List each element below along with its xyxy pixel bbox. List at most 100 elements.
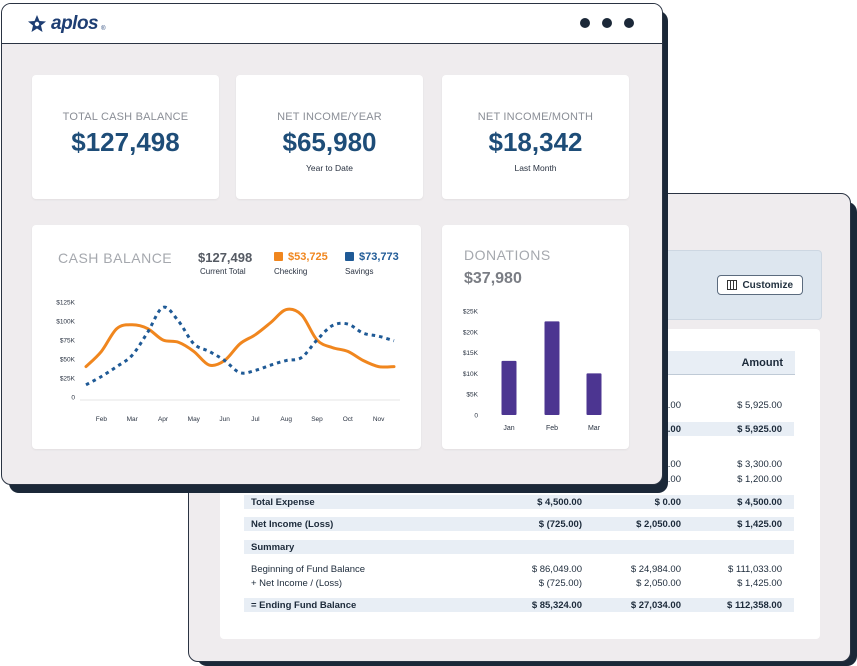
kpi-card-net-income-month: NET INCOME/MONTH $18,342 Last Month (442, 75, 629, 199)
savings-value: $73,773 (359, 251, 399, 263)
bar-feb (544, 321, 560, 415)
customize-label: Customize (742, 279, 793, 291)
checking-label: Checking (274, 267, 308, 276)
report-row: Total Expense $ 4,500.00 $ 0.00 $ 4,500.00 (244, 495, 794, 509)
window-dot-3[interactable] (624, 18, 634, 28)
logo-text: aplos (51, 13, 99, 34)
customize-button[interactable]: Customize (717, 275, 803, 295)
x-tick-label: Aug (280, 416, 292, 423)
report-row-label: Summary (251, 542, 295, 553)
kpi-value: $127,498 (71, 127, 180, 157)
report-row-value: $ 86,049.00 (531, 564, 582, 575)
column-header-amount: Amount (741, 357, 783, 369)
y-tick-label: $50K (60, 357, 76, 364)
kpi-card-net-income-year: NET INCOME/YEAR $65,980 Year to Date (236, 75, 423, 199)
report-row-value: $ 1,425.00 (737, 578, 782, 589)
report-row-value: $ 1,200.00 (737, 474, 782, 485)
y-tick-label: $25K (60, 376, 76, 383)
report-row: Beginning of Fund Balance $ 86,049.00 $ 24… (244, 562, 794, 576)
report-row-label: Total Expense (251, 497, 315, 508)
y-tick-label: $15K (463, 350, 479, 357)
x-tick-label: Feb (96, 416, 108, 423)
y-tick-label: $20K (463, 329, 479, 336)
checking-swatch (274, 252, 283, 261)
report-row-value: $ 2,050.00 (636, 578, 681, 589)
x-tick-label: May (188, 416, 201, 423)
report-row-label: = Ending Fund Balance (251, 600, 357, 611)
bar-mar (586, 373, 602, 415)
report-row-value: $ 111,033.00 (727, 564, 782, 575)
report-row-value: $ 3,300.00 (737, 459, 782, 470)
y-tick-label: $75K (60, 338, 76, 345)
report-row: .00 $ 5,925.00 (244, 398, 794, 412)
report-row-label: Beginning of Fund Balance (251, 564, 366, 575)
cash-balance-card: CASH BALANCE $127,498 Current Total $53,… (32, 225, 421, 449)
kpi-label: NET INCOME/YEAR (277, 111, 382, 123)
dashboard-window: aplos ® TOTAL CASH BALANCE $127,498 NET … (1, 3, 663, 485)
y-tick-label: $25K (463, 309, 479, 316)
y-tick-label: 0 (71, 395, 75, 402)
aplos-logo: aplos ® (26, 13, 106, 35)
report-row-value: $ 2,050.00 (636, 519, 681, 530)
y-tick-label: $125K (56, 300, 75, 307)
window-dot-1[interactable] (580, 18, 590, 28)
aplos-star-icon (28, 15, 46, 32)
current-total-value: $127,498 (198, 250, 253, 265)
x-tick-label: Mar (588, 425, 601, 432)
report-row-value: .00 (667, 424, 681, 435)
x-tick-label: Jun (219, 416, 230, 423)
report-row-label: Net Income (Loss) (251, 519, 334, 530)
x-tick-label: Nov (373, 416, 385, 423)
report-row: Net Income (Loss) $ (725.00) $ 2,050.00 $ 1… (244, 517, 794, 531)
report-row: = Ending Fund Balance $ 85,324.00 $ 27,034… (244, 598, 794, 612)
x-tick-label: Sep (311, 416, 323, 423)
report-row-value: $ 5,925.00 (737, 400, 782, 411)
x-tick-label: Jul (251, 416, 260, 423)
kpi-label: NET INCOME/MONTH (477, 111, 594, 123)
columns-icon (727, 280, 738, 290)
report-row-value: $ 27,034.00 (630, 600, 681, 611)
series-line-savings (85, 305, 395, 387)
y-tick-label: $100K (56, 319, 75, 326)
report-row-value: $ 4,500.00 (737, 497, 782, 508)
donations-value: $37,980 (464, 270, 522, 287)
report-row-value: $ 112,358.00 (727, 600, 782, 611)
kpi-value: $65,980 (282, 127, 377, 157)
x-tick-label: Feb (546, 425, 558, 432)
cash-balance-title: CASH BALANCE (58, 250, 173, 266)
cash-balance-line-chart: 0 $25K $50K $75K $100K $125K Feb Mar Apr May Jun Ju… (56, 300, 400, 423)
bar-jan (501, 360, 517, 415)
savings-swatch (345, 252, 354, 261)
report-row-value: .00 (667, 400, 681, 411)
report-row-value: $ (725.00) (538, 519, 582, 530)
kpi-label: TOTAL CASH BALANCE (62, 111, 189, 123)
report-row-value: $ (725.00) (538, 578, 582, 589)
window-dot-2[interactable] (602, 18, 612, 28)
report-row-value: .00 (667, 459, 681, 470)
donations-card: DONATIONS $37,980 0 $5K $10K $15K $20K $25K Ja… (442, 225, 629, 449)
report-row-value: $ 24,984.00 (630, 564, 681, 575)
y-tick-label: 0 (474, 413, 478, 420)
y-tick-label: $10K (463, 371, 479, 378)
x-tick-label: Apr (158, 416, 169, 423)
report-row-value: $ 85,324.00 (531, 600, 582, 611)
report-row: .00 $ 1,200.00 (244, 472, 794, 486)
savings-label: Savings (345, 267, 374, 276)
report-row-label: + Net Income / (Loss) (251, 578, 343, 589)
report-row-value: $ 0.00 (654, 497, 681, 508)
kpi-value: $18,342 (488, 127, 583, 157)
title-bar: aplos ® (2, 4, 662, 44)
current-total-label: Current Total (200, 267, 246, 276)
checking-value: $53,725 (288, 251, 328, 263)
report-row: .00 $ 3,300.00 (244, 457, 794, 471)
kpi-sub: Year to Date (306, 163, 353, 173)
donations-title: DONATIONS (464, 247, 551, 263)
report-row: + Net Income / (Loss) $ (725.00) $ 2,050.0… (244, 576, 794, 590)
y-tick-label: $5K (466, 392, 478, 399)
x-tick-label: Jan (503, 425, 514, 432)
kpi-card-total-cash: TOTAL CASH BALANCE $127,498 (32, 75, 219, 199)
x-tick-label: Mar (127, 416, 139, 423)
donations-bar-chart: 0 $5K $10K $15K $20K $25K Jan Feb Mar (463, 309, 602, 432)
report-row-value: .00 (667, 474, 681, 485)
x-tick-label: Oct (343, 416, 353, 423)
